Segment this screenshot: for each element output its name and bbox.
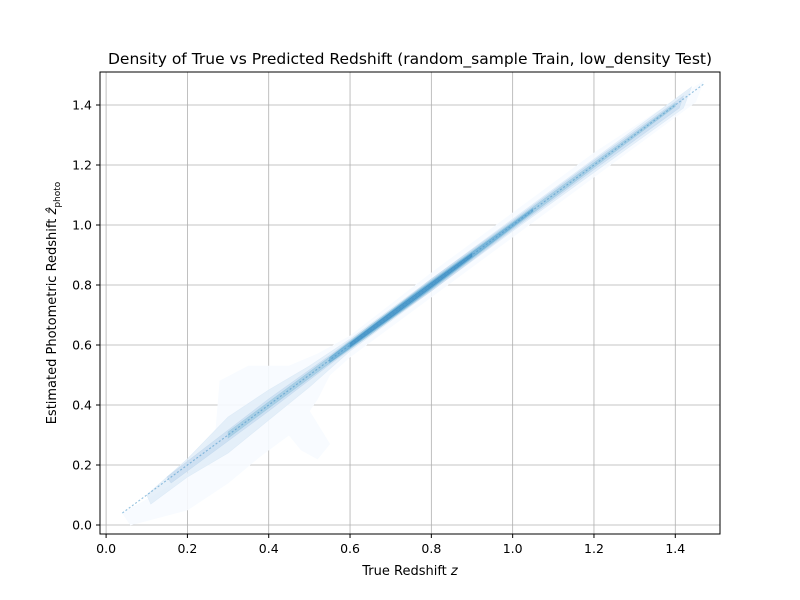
x-tick-label: 0.2 [177, 541, 197, 556]
y-tick-label: 1.4 [72, 98, 92, 113]
axis-ticks: 0.0 0.2 0.4 0.6 0.8 1.0 1.2 1.4 0.0 0.2 0.4 0.6 0.8 1… [72, 98, 685, 557]
x-tick-label: 1.4 [665, 541, 685, 556]
x-axis-label-text: True Redshift [361, 564, 451, 579]
grid-lines [100, 72, 720, 534]
density-ridge-line [122, 83, 705, 514]
density-contours [121, 80, 705, 526]
x-axis-label-var: z [450, 564, 459, 579]
x-tick-label: 1.2 [584, 541, 604, 556]
x-tick-label: 0.0 [96, 541, 116, 556]
y-axis-label: Estimated Photometric Redshift ẑphoto [45, 181, 63, 424]
x-tick-label: 0.4 [259, 541, 279, 556]
x-tick-label: 0.8 [421, 541, 441, 556]
y-tick-label: 1.0 [72, 218, 92, 233]
y-tick-label: 1.2 [72, 158, 92, 173]
y-tick-label: 0.2 [72, 458, 92, 473]
y-tick-label: 0.0 [72, 518, 92, 533]
plot-frame [99, 71, 721, 535]
y-axis-label-var: ẑ [45, 207, 60, 216]
x-axis-label: True Redshift z [361, 564, 459, 579]
chart-title: Density of True vs Predicted Redshift (r… [108, 50, 712, 69]
y-tick-label: 0.4 [72, 398, 92, 413]
y-tick-label: 0.6 [72, 338, 92, 353]
x-tick-label: 0.6 [340, 541, 360, 556]
y-tick-label: 0.8 [72, 278, 92, 293]
x-tick-label: 1.0 [503, 541, 523, 556]
y-axis-label-sub: photo [53, 181, 63, 207]
y-axis-label-text: Estimated Photometric Redshift [45, 215, 60, 425]
